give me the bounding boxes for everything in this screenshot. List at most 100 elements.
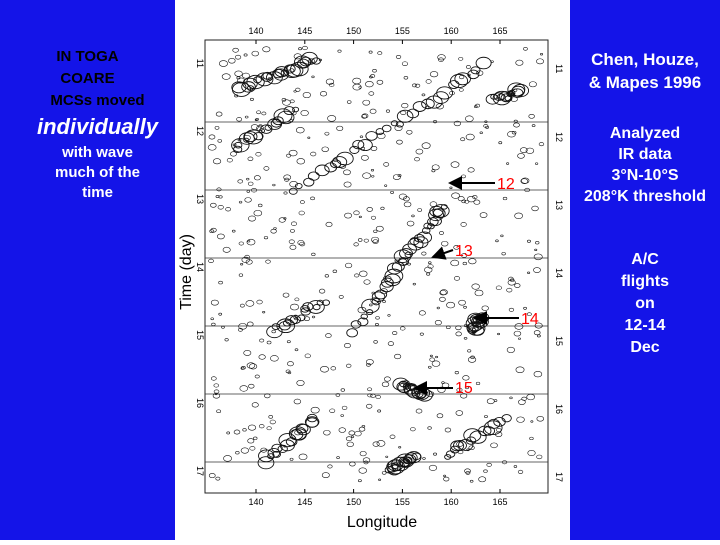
x-tick-top: 140 [248,26,263,36]
cloud-cluster [438,57,444,62]
x-tick-top: 165 [492,26,507,36]
cloud-cluster [223,455,232,462]
cloud-cluster [335,393,341,397]
cloud-cluster [307,300,325,314]
cloud-cluster [375,394,381,399]
cloud-cluster [237,327,243,332]
cloud-cluster [540,53,544,56]
cloud-cluster [294,182,303,190]
cloud-cluster [258,424,265,429]
cloud-cluster [403,76,409,80]
cloud-cluster [371,175,375,178]
cloud-cluster [436,413,444,419]
cloud-cluster [515,366,525,373]
cloud-cluster [325,221,333,227]
cloud-cluster [363,238,369,243]
flights-line-5: Dec [630,339,660,356]
cloud-cluster [354,430,362,437]
cloud-cluster [394,125,403,131]
cloud-cluster [518,399,526,405]
cloud-cluster [294,297,300,302]
cloud-cluster [398,446,402,449]
cloud-cluster [349,461,356,467]
cloud-cluster [254,374,260,379]
cloud-cluster [381,124,392,133]
cloud-cluster [359,270,368,277]
cloud-cluster [343,169,351,176]
cloud-cluster [401,61,408,66]
y-tick-left: 17 [195,466,205,476]
cloud-cluster [213,383,219,388]
cloud-cluster [283,174,292,181]
cloud-cluster [515,59,524,66]
cloud-cluster [235,451,240,455]
cloud-cluster [361,424,366,428]
cloud-cluster [379,281,394,293]
cloud-cluster [212,158,222,165]
cloud-cluster [243,350,252,356]
cloud-cluster [296,158,306,165]
cloud-cluster [384,273,401,287]
cloud-cluster [376,79,384,85]
cloud-cluster [331,156,348,168]
cloud-cluster [414,157,420,162]
cloud-cluster [401,102,409,109]
cloud-cluster [306,413,318,423]
cloud-cluster [444,427,452,433]
cloud-cluster [361,298,380,314]
y-tick-left: 14 [195,262,205,272]
y-tick-left: 12 [195,126,205,136]
cloud-cluster [244,197,252,203]
cloud-cluster [271,443,283,453]
cloud-cluster [249,97,254,101]
cloud-cluster [486,462,492,467]
cloud-cluster [536,415,545,422]
cloud-cluster [231,81,247,94]
cloud-cluster [427,264,434,269]
cloud-cluster [501,460,508,465]
cloud-cluster [300,305,310,313]
cloud-cluster [465,386,469,390]
cloud-cluster [454,72,471,86]
cloud-cluster [251,402,259,408]
cloud-cluster [225,207,231,212]
cloud-cluster [514,212,523,219]
cloud-cluster [239,303,245,308]
cloud-cluster [240,447,249,454]
cloud-cluster [485,125,490,129]
cloud-cluster [371,291,386,302]
cloud-cluster [468,258,477,265]
cloud-cluster-tracks [207,45,545,483]
cloud-cluster [533,267,541,273]
cloud-cluster [352,77,362,85]
cloud-cluster [263,236,269,240]
cloud-cluster [253,436,258,440]
cloud-cluster [247,156,254,161]
cloud-cluster [380,277,394,288]
cloud-cluster [292,106,300,113]
cloud-cluster [463,305,467,309]
cloud-cluster [457,196,465,202]
cloud-cluster [467,356,477,363]
cloud-cluster [353,242,359,247]
cloud-cluster [210,202,217,208]
cloud-cluster [216,187,222,192]
cloud-cluster [208,258,214,264]
cloud-cluster [396,109,414,123]
cloud-cluster [520,178,529,184]
y-tick-right: 14 [554,268,564,278]
cloud-cluster [289,181,298,188]
cloud-cluster [390,120,399,127]
cloud-cluster [437,54,446,61]
cloud-cluster [518,337,521,340]
cloud-cluster [359,451,367,457]
cloud-cluster [344,212,352,219]
cloud-cluster [273,227,277,230]
cloud-cluster [273,108,293,124]
cloud-cluster [246,238,256,246]
x-tick-bottom: 160 [444,497,459,507]
cloud-cluster [382,300,386,303]
cloud-cluster [470,66,481,75]
cloud-cluster [428,261,432,265]
cloud-cluster [415,408,423,414]
